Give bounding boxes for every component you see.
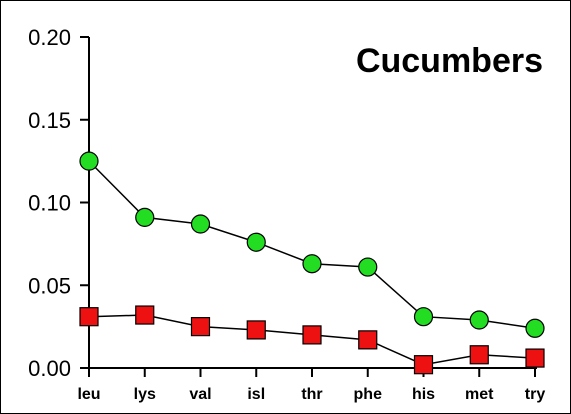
y-tick-label: 0.00 bbox=[28, 356, 71, 381]
y-tick-label: 0.05 bbox=[28, 273, 71, 298]
data-point-circle bbox=[79, 151, 99, 171]
data-point-circle bbox=[358, 257, 378, 277]
series-1 bbox=[79, 151, 545, 338]
x-tick-label: try bbox=[525, 386, 546, 403]
x-tick-label: thr bbox=[301, 386, 322, 403]
x-tick-label: val bbox=[189, 386, 211, 403]
y-tick-label: 0.20 bbox=[28, 25, 71, 50]
y-tick-label: 0.15 bbox=[28, 108, 71, 133]
data-point-circle bbox=[246, 232, 266, 252]
data-point-square bbox=[79, 307, 99, 327]
y-ticks: 0.00 0.05 0.10 0.15 0.20 bbox=[28, 25, 89, 381]
data-point-square bbox=[413, 355, 434, 375]
x-tick-label: phe bbox=[354, 386, 383, 403]
data-point-circle bbox=[135, 207, 155, 227]
x-tick-label: isl bbox=[247, 386, 265, 403]
x-tick-label: his bbox=[412, 386, 435, 403]
data-point-circle bbox=[413, 307, 434, 327]
series-2 bbox=[79, 305, 545, 375]
data-point-square bbox=[525, 348, 545, 368]
chart-title: Cucumbers bbox=[356, 42, 543, 80]
data-point-square bbox=[190, 317, 211, 337]
data-point-square bbox=[358, 330, 378, 350]
data-point-circle bbox=[525, 318, 545, 338]
y-tick-label: 0.10 bbox=[28, 191, 71, 216]
data-point-square bbox=[469, 345, 489, 365]
x-tick-label: met bbox=[465, 386, 494, 403]
x-ticks: leu lys val isl thr phe his met try bbox=[77, 368, 545, 403]
data-point-circle bbox=[302, 254, 322, 274]
x-tick-label: lys bbox=[134, 386, 156, 403]
series-layer bbox=[79, 151, 545, 375]
data-point-circle bbox=[469, 310, 489, 330]
x-tick-label: leu bbox=[77, 386, 100, 403]
data-point-circle bbox=[190, 214, 211, 234]
data-point-square bbox=[302, 325, 322, 345]
data-point-square bbox=[135, 305, 155, 325]
series-line bbox=[88, 160, 536, 330]
data-point-square bbox=[246, 320, 266, 340]
